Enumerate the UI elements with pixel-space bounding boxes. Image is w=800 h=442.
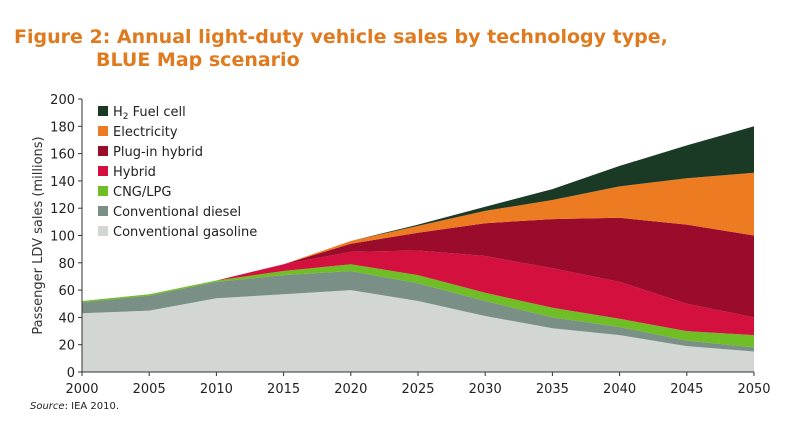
y-tick-label: 140 bbox=[50, 175, 75, 190]
source-note: Source: IEA 2010. bbox=[30, 401, 119, 412]
y-tick-label: 0 bbox=[67, 366, 75, 381]
x-tick-label: 2015 bbox=[267, 382, 300, 397]
legend-label: Conventional diesel bbox=[113, 205, 241, 220]
x-tick-label: 2045 bbox=[670, 382, 703, 397]
legend-label: Electricity bbox=[113, 125, 178, 140]
y-tick-label: 80 bbox=[58, 257, 75, 272]
legend-item-conventional-diesel: Conventional diesel bbox=[98, 205, 241, 220]
x-ticks: 2000 2005 2010 2015 2020 2025 2030 2035 2040 2045… bbox=[65, 372, 771, 397]
area-plug-in-hybrid bbox=[82, 217, 754, 318]
y-tick-label: 200 bbox=[50, 93, 75, 108]
legend-label: Hybrid bbox=[113, 165, 156, 180]
y-tick-label: 20 bbox=[58, 339, 75, 354]
area-electricity bbox=[82, 172, 754, 301]
legend-item-plug-in-hybrid: Plug-in hybrid bbox=[98, 145, 203, 160]
x-tick-label: 2050 bbox=[737, 382, 770, 397]
area-layers bbox=[82, 126, 754, 372]
chart-title-line1: Figure 2: Annual light-duty vehicle sale… bbox=[14, 26, 668, 48]
x-tick-label: 2020 bbox=[334, 382, 367, 397]
y-tick-label: 160 bbox=[50, 148, 75, 163]
y-axis-label: Passenger LDV sales (millions) bbox=[31, 136, 46, 334]
legend-item-cng-lpg: CNG/LPG bbox=[98, 185, 171, 200]
legend-label: Plug-in hybrid bbox=[113, 145, 203, 160]
legend-label: CNG/LPG bbox=[113, 185, 171, 200]
x-tick-label: 2025 bbox=[401, 382, 434, 397]
legend-label: Conventional gasoline bbox=[113, 225, 257, 240]
y-tick-label: 40 bbox=[58, 311, 75, 326]
y-tick-label: 120 bbox=[50, 202, 75, 217]
area-conventional-gasoline bbox=[82, 290, 754, 372]
x-tick-label: 2005 bbox=[133, 382, 166, 397]
legend-swatch bbox=[98, 166, 108, 176]
x-tick-label: 2040 bbox=[603, 382, 636, 397]
legend-item-electricity: Electricity bbox=[98, 125, 178, 140]
legend-item-hybrid: Hybrid bbox=[98, 165, 156, 180]
legend: H2 Fuel cell Electricity Plug-in hybrid Hyb… bbox=[98, 105, 257, 240]
legend-item-conventional-gasoline: Conventional gasoline bbox=[98, 225, 257, 240]
source-text: : IEA 2010. bbox=[64, 401, 120, 412]
legend-label: H2 Fuel cell bbox=[113, 105, 186, 122]
chart-title: Figure 2: Annual light-duty vehicle sale… bbox=[14, 26, 668, 72]
x-tick-label: 2030 bbox=[469, 382, 502, 397]
y-tick-label: 180 bbox=[50, 120, 75, 135]
source-label: Source bbox=[30, 401, 65, 412]
legend-item-fuel-cell: H2 Fuel cell bbox=[98, 105, 186, 122]
area-cng-lpg bbox=[82, 264, 754, 348]
legend-swatch bbox=[98, 226, 108, 236]
legend-swatch bbox=[98, 126, 108, 136]
legend-swatch bbox=[98, 206, 108, 216]
legend-swatch bbox=[98, 106, 108, 116]
x-tick-label: 2035 bbox=[536, 382, 569, 397]
x-tick-label: 2000 bbox=[65, 382, 98, 397]
area-hybrid bbox=[82, 250, 754, 336]
area-conventional-diesel bbox=[82, 271, 754, 352]
chart-title-line2: BLUE Map scenario bbox=[96, 49, 300, 71]
x-tick-label: 2010 bbox=[200, 382, 233, 397]
y-tick-label: 60 bbox=[58, 284, 75, 299]
legend-swatch bbox=[98, 146, 108, 156]
y-ticks: 0 20 40 60 80 100 120 140 160 180 200 bbox=[50, 93, 82, 381]
legend-swatch bbox=[98, 186, 108, 196]
y-tick-label: 100 bbox=[50, 230, 75, 245]
